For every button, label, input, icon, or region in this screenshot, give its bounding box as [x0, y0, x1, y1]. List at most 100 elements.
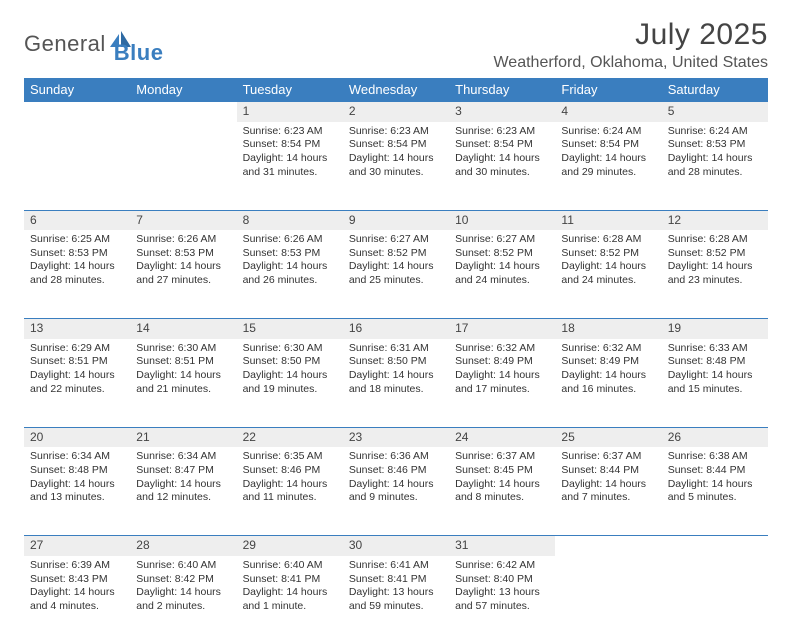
- sunset-line: Sunset: 8:53 PM: [30, 247, 124, 261]
- day-number: [130, 101, 236, 122]
- day-cell: Sunrise: 6:42 AMSunset: 8:40 PMDaylight:…: [449, 556, 555, 644]
- day-cell-body: Sunrise: 6:28 AMSunset: 8:52 PMDaylight:…: [555, 230, 661, 292]
- day-number: 4: [555, 101, 661, 122]
- day-cell-body: Sunrise: 6:35 AMSunset: 8:46 PMDaylight:…: [237, 447, 343, 509]
- logo-text-general: General: [24, 31, 106, 57]
- day-cell-body: Sunrise: 6:23 AMSunset: 8:54 PMDaylight:…: [237, 122, 343, 184]
- page-header: General Blue July 2025 Weatherford, Okla…: [24, 18, 768, 72]
- day-cell: Sunrise: 6:32 AMSunset: 8:49 PMDaylight:…: [555, 339, 661, 427]
- day-number-cell: 19: [662, 318, 768, 339]
- day-cell: Sunrise: 6:26 AMSunset: 8:53 PMDaylight:…: [130, 230, 236, 318]
- daylight-line: Daylight: 14 hours and 11 minutes.: [243, 478, 337, 505]
- day-cell: Sunrise: 6:30 AMSunset: 8:51 PMDaylight:…: [130, 339, 236, 427]
- sunset-line: Sunset: 8:52 PM: [561, 247, 655, 261]
- sunrise-line: Sunrise: 6:33 AM: [668, 342, 762, 356]
- day-cell: [662, 556, 768, 644]
- day-number-cell: 30: [343, 535, 449, 556]
- day-number: 31: [449, 535, 555, 556]
- sunset-line: Sunset: 8:54 PM: [455, 138, 549, 152]
- sunset-line: Sunset: 8:52 PM: [668, 247, 762, 261]
- day-number: 26: [662, 427, 768, 448]
- day-number-cell: [555, 535, 661, 556]
- day-number-cell: 2: [343, 101, 449, 122]
- day-number-cell: 15: [237, 318, 343, 339]
- sunrise-line: Sunrise: 6:37 AM: [561, 450, 655, 464]
- sunset-line: Sunset: 8:47 PM: [136, 464, 230, 478]
- day-number-cell: 27: [24, 535, 130, 556]
- day-cell-body: Sunrise: 6:30 AMSunset: 8:50 PMDaylight:…: [237, 339, 343, 401]
- day-cell-body: Sunrise: 6:23 AMSunset: 8:54 PMDaylight:…: [343, 122, 449, 184]
- sunrise-line: Sunrise: 6:29 AM: [30, 342, 124, 356]
- day-number: 30: [343, 535, 449, 556]
- day-cell: Sunrise: 6:28 AMSunset: 8:52 PMDaylight:…: [662, 230, 768, 318]
- sunrise-line: Sunrise: 6:23 AM: [243, 125, 337, 139]
- day-number-cell: 25: [555, 427, 661, 448]
- sunrise-line: Sunrise: 6:32 AM: [561, 342, 655, 356]
- day-cell-body: Sunrise: 6:30 AMSunset: 8:51 PMDaylight:…: [130, 339, 236, 401]
- day-cell-body: Sunrise: 6:23 AMSunset: 8:54 PMDaylight:…: [449, 122, 555, 184]
- day-number-cell: 12: [662, 210, 768, 231]
- sunrise-line: Sunrise: 6:27 AM: [349, 233, 443, 247]
- day-number: 19: [662, 318, 768, 339]
- sunset-line: Sunset: 8:52 PM: [455, 247, 549, 261]
- sunrise-line: Sunrise: 6:35 AM: [243, 450, 337, 464]
- sunrise-line: Sunrise: 6:26 AM: [243, 233, 337, 247]
- day-cell-body: Sunrise: 6:36 AMSunset: 8:46 PMDaylight:…: [343, 447, 449, 509]
- daylight-line: Daylight: 14 hours and 17 minutes.: [455, 369, 549, 396]
- day-content-row: Sunrise: 6:23 AMSunset: 8:54 PMDaylight:…: [24, 122, 768, 210]
- day-cell: Sunrise: 6:27 AMSunset: 8:52 PMDaylight:…: [343, 230, 449, 318]
- weekday-header: Friday: [555, 78, 661, 101]
- daylight-line: Daylight: 14 hours and 27 minutes.: [136, 260, 230, 287]
- calendar-head: SundayMondayTuesdayWednesdayThursdayFrid…: [24, 78, 768, 101]
- sunset-line: Sunset: 8:48 PM: [668, 355, 762, 369]
- weekday-header: Saturday: [662, 78, 768, 101]
- day-number: 1: [237, 101, 343, 122]
- day-number: 5: [662, 101, 768, 122]
- day-cell: Sunrise: 6:33 AMSunset: 8:48 PMDaylight:…: [662, 339, 768, 427]
- day-number-cell: 7: [130, 210, 236, 231]
- day-number: 14: [130, 318, 236, 339]
- day-cell: Sunrise: 6:36 AMSunset: 8:46 PMDaylight:…: [343, 447, 449, 535]
- day-cell: Sunrise: 6:27 AMSunset: 8:52 PMDaylight:…: [449, 230, 555, 318]
- day-cell: Sunrise: 6:24 AMSunset: 8:54 PMDaylight:…: [555, 122, 661, 210]
- sunset-line: Sunset: 8:53 PM: [243, 247, 337, 261]
- sunrise-line: Sunrise: 6:39 AM: [30, 559, 124, 573]
- day-number-cell: 28: [130, 535, 236, 556]
- sunset-line: Sunset: 8:52 PM: [349, 247, 443, 261]
- day-number-cell: 5: [662, 101, 768, 122]
- day-cell-body: Sunrise: 6:40 AMSunset: 8:41 PMDaylight:…: [237, 556, 343, 618]
- day-cell-body: Sunrise: 6:40 AMSunset: 8:42 PMDaylight:…: [130, 556, 236, 618]
- daylight-line: Daylight: 13 hours and 59 minutes.: [349, 586, 443, 613]
- logo-text-blue: Blue: [114, 40, 164, 66]
- sunset-line: Sunset: 8:41 PM: [243, 573, 337, 587]
- day-cell: Sunrise: 6:41 AMSunset: 8:41 PMDaylight:…: [343, 556, 449, 644]
- sunrise-line: Sunrise: 6:40 AM: [136, 559, 230, 573]
- sunrise-line: Sunrise: 6:42 AM: [455, 559, 549, 573]
- day-number-cell: 17: [449, 318, 555, 339]
- day-number: 25: [555, 427, 661, 448]
- day-number: 15: [237, 318, 343, 339]
- daylight-line: Daylight: 14 hours and 4 minutes.: [30, 586, 124, 613]
- day-cell: [24, 122, 130, 210]
- sunset-line: Sunset: 8:49 PM: [561, 355, 655, 369]
- day-cell: Sunrise: 6:40 AMSunset: 8:42 PMDaylight:…: [130, 556, 236, 644]
- day-number: 11: [555, 210, 661, 231]
- day-cell: Sunrise: 6:34 AMSunset: 8:48 PMDaylight:…: [24, 447, 130, 535]
- day-cell-body: Sunrise: 6:28 AMSunset: 8:52 PMDaylight:…: [662, 230, 768, 292]
- day-number: 6: [24, 210, 130, 231]
- day-cell: Sunrise: 6:23 AMSunset: 8:54 PMDaylight:…: [449, 122, 555, 210]
- sunrise-line: Sunrise: 6:23 AM: [455, 125, 549, 139]
- sunrise-line: Sunrise: 6:27 AM: [455, 233, 549, 247]
- sunset-line: Sunset: 8:54 PM: [349, 138, 443, 152]
- day-cell: Sunrise: 6:28 AMSunset: 8:52 PMDaylight:…: [555, 230, 661, 318]
- daylight-line: Daylight: 14 hours and 2 minutes.: [136, 586, 230, 613]
- sunset-line: Sunset: 8:40 PM: [455, 573, 549, 587]
- day-number: 10: [449, 210, 555, 231]
- day-number-cell: 26: [662, 427, 768, 448]
- day-cell: Sunrise: 6:26 AMSunset: 8:53 PMDaylight:…: [237, 230, 343, 318]
- sunset-line: Sunset: 8:53 PM: [136, 247, 230, 261]
- day-number: 24: [449, 427, 555, 448]
- day-cell-body: Sunrise: 6:26 AMSunset: 8:53 PMDaylight:…: [130, 230, 236, 292]
- weekday-header: Wednesday: [343, 78, 449, 101]
- day-number-cell: 24: [449, 427, 555, 448]
